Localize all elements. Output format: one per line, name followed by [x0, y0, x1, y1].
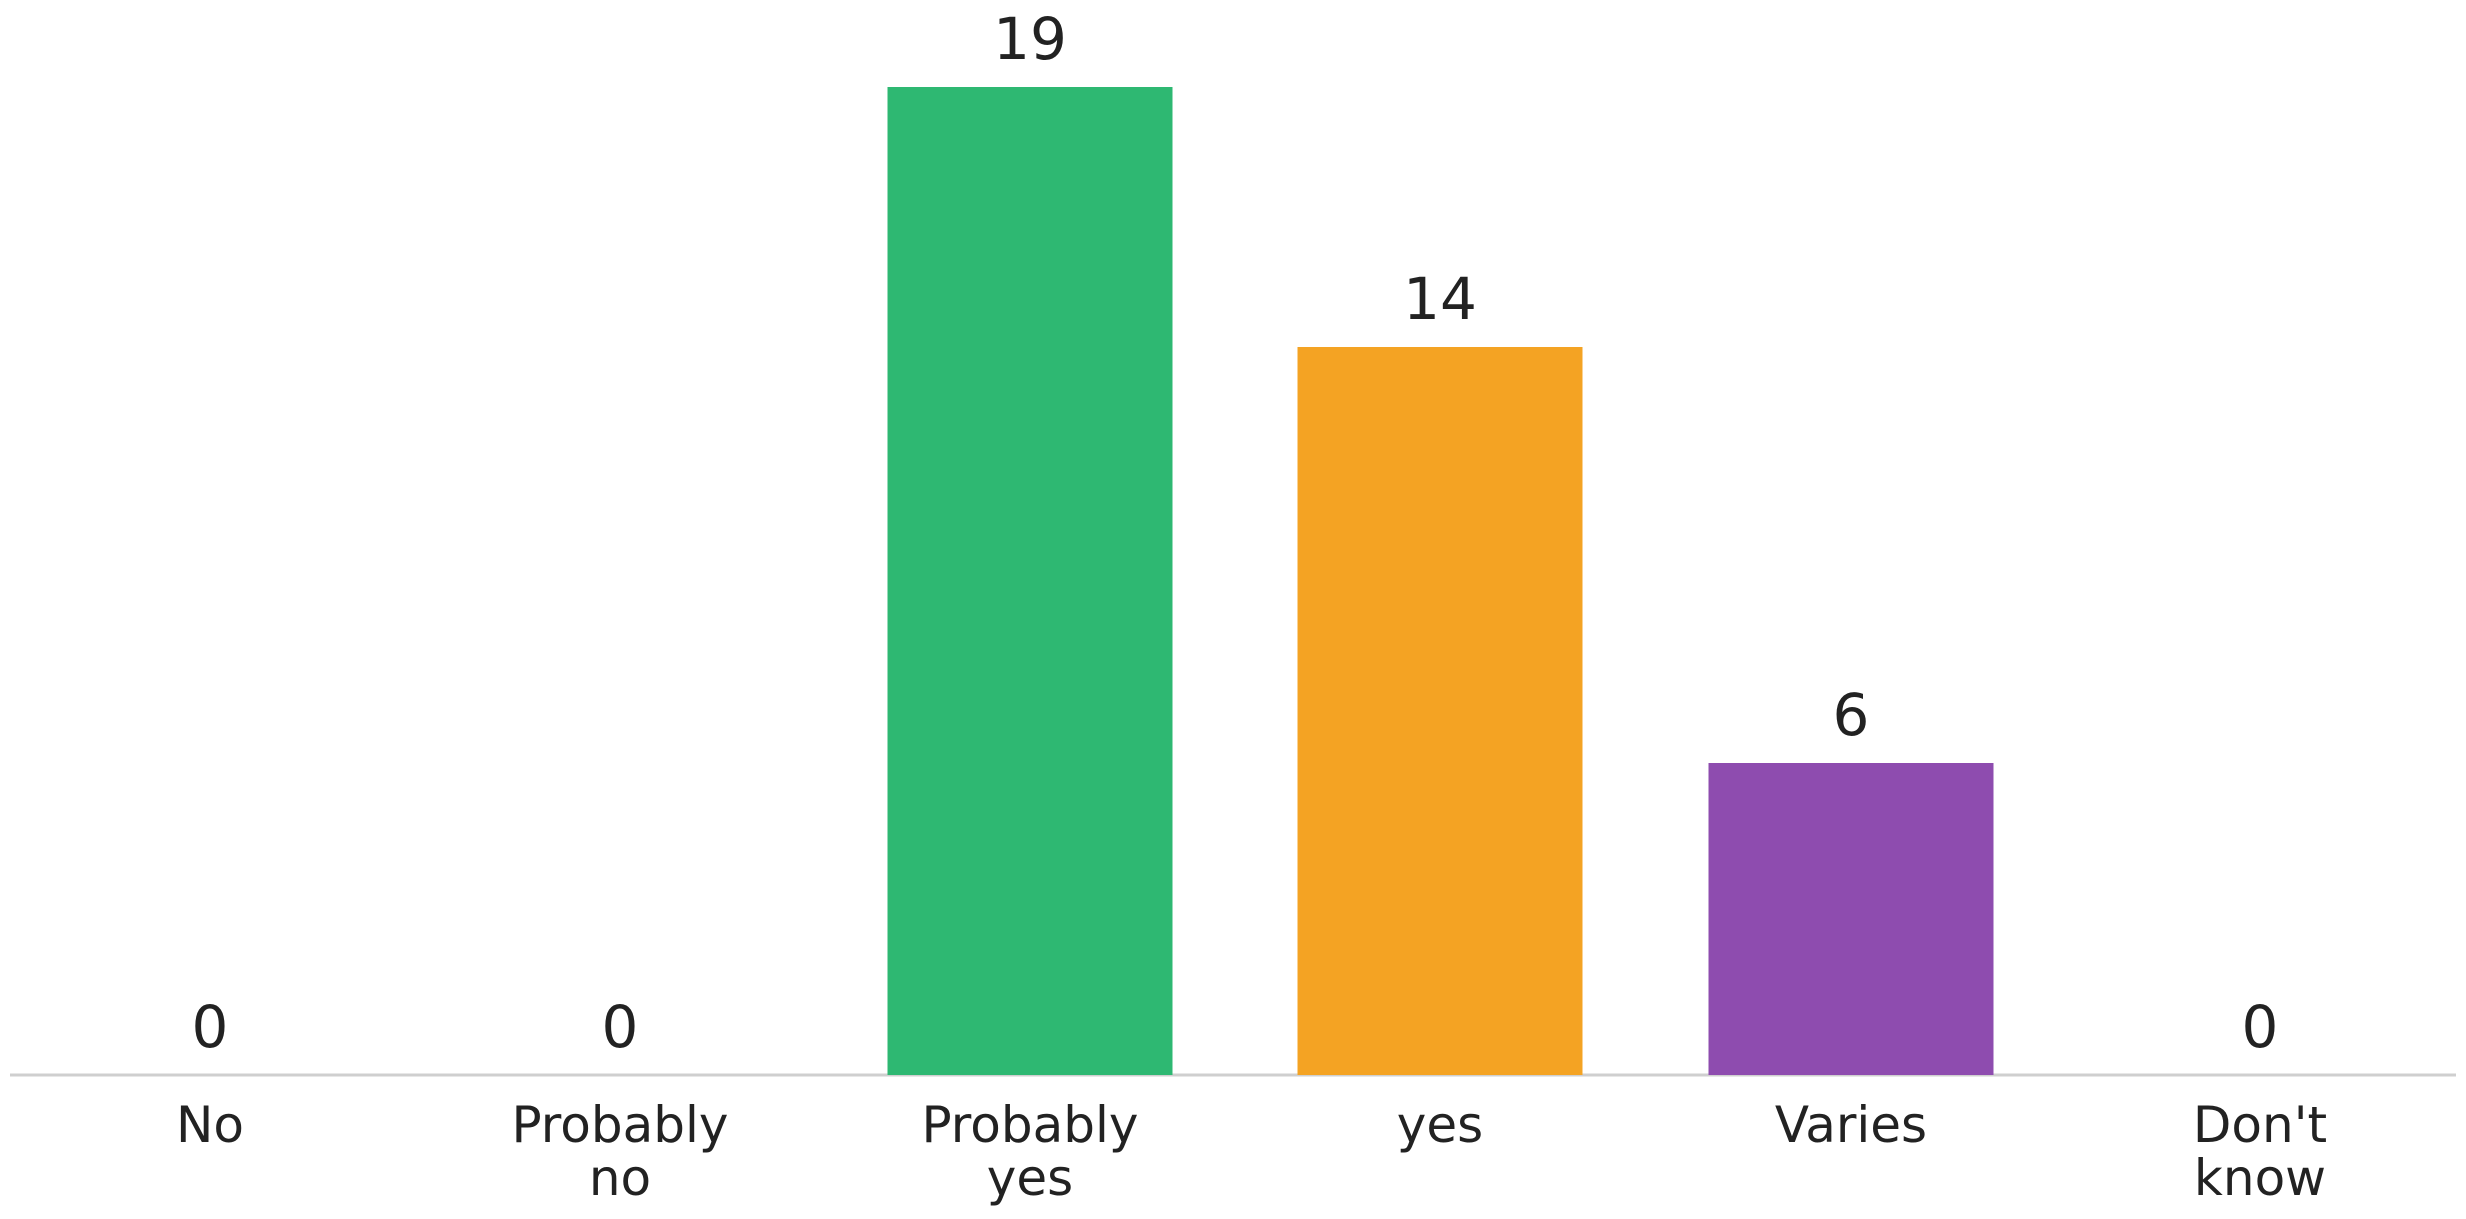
x-tick-label: yes	[987, 1149, 1073, 1207]
x-tick-label: No	[176, 1096, 244, 1154]
data-label: 6	[1833, 681, 1870, 749]
bar	[887, 87, 1173, 1075]
data-label: 0	[602, 993, 639, 1061]
data-label: 0	[2242, 993, 2279, 1061]
bar	[1297, 347, 1583, 1075]
data-label: 14	[1403, 265, 1477, 333]
data-label: 0	[192, 993, 229, 1061]
x-tick-label: Probably	[922, 1096, 1139, 1154]
data-label: 19	[993, 5, 1067, 73]
bar	[1708, 763, 1994, 1075]
x-tick-label: Probably	[512, 1096, 729, 1154]
x-tick-label: Don't	[2193, 1096, 2327, 1154]
x-tick-label: yes	[1397, 1096, 1483, 1154]
x-tick-label: Varies	[1775, 1096, 1927, 1154]
x-tick-label: no	[589, 1149, 651, 1207]
x-tick-label: know	[2194, 1149, 2326, 1207]
